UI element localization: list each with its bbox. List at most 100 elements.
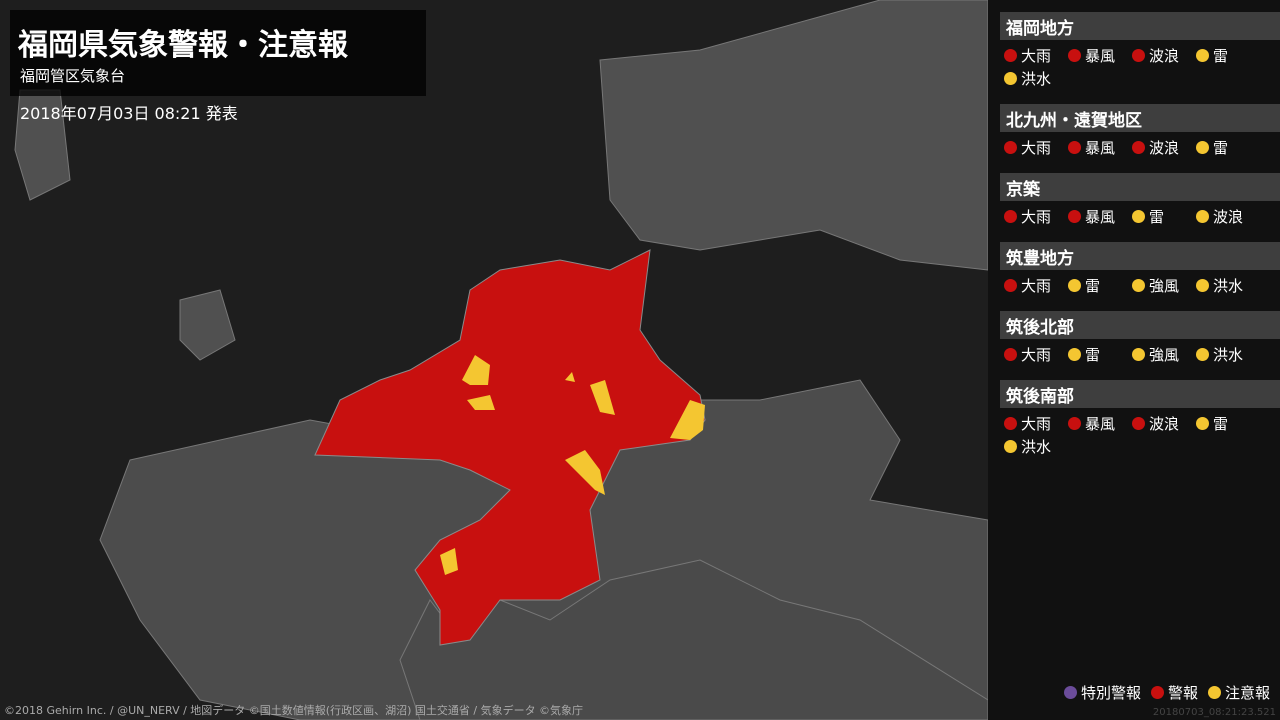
alert-item: 洪水: [1004, 67, 1068, 90]
alert-label: 雷: [1085, 346, 1101, 364]
issued-time: 2018年07月03日 08:21 発表: [20, 104, 238, 123]
alert-dot: [1132, 417, 1145, 430]
region-panel: 福岡地方 大雨 暴風 波浪雷洪水 北九州・遠賀地区 大雨 暴風 波浪雷京築 大雨 暴風雷波浪 筑豊地…: [988, 0, 1280, 720]
alert-label: 特別警報: [1080, 684, 1141, 702]
alert-dot: [1068, 49, 1081, 62]
alert-label: 洪水: [1021, 438, 1052, 456]
alert-label: 洪水: [1021, 70, 1052, 88]
alert-dot: [1004, 49, 1017, 62]
alert-label: 波浪: [1149, 47, 1180, 65]
alert-list: 大雨 雷 強風 洪水: [1000, 339, 1280, 368]
alert-dot: [1132, 279, 1145, 292]
alert-item: 大雨: [1004, 205, 1068, 228]
region-name: 筑後南部: [1000, 380, 1280, 408]
title: 福岡県気象警報・注意報: [18, 28, 348, 63]
alert-dot: [1196, 348, 1209, 361]
alert-label: 大雨: [1021, 208, 1052, 226]
region: 福岡地方大雨 暴風 波浪 雷洪水: [1000, 12, 1280, 92]
alert-dot: [1004, 210, 1017, 223]
region: 北九州・遠賀地区大雨 暴風 波浪 雷: [1000, 104, 1280, 161]
alert-dot: [1068, 210, 1081, 223]
alert-dot: [1196, 210, 1209, 223]
alert-dot: [1196, 417, 1209, 430]
alert-dot: [1063, 686, 1077, 699]
alert-dot: [1004, 141, 1017, 154]
alert-dot: [1150, 686, 1164, 699]
alert-dot: [1068, 141, 1081, 154]
alert-item: 波浪: [1132, 412, 1196, 435]
alert-item: 暴風: [1068, 44, 1132, 67]
alert-dot: [1004, 417, 1017, 430]
alert-item: 雷: [1132, 205, 1196, 228]
alert-dot: [1068, 348, 1081, 361]
alert-dot: [1068, 417, 1081, 430]
alert-label: 暴風: [1085, 139, 1116, 157]
office: 福岡管区気象台: [20, 67, 126, 85]
alert-item: 大雨: [1004, 44, 1068, 67]
alert-list: 大雨 暴風 波浪 雷洪水: [1000, 408, 1280, 460]
region-name: 福岡地方: [1000, 12, 1280, 40]
alert-label: 強風: [1149, 277, 1180, 295]
alert-dot: [1207, 686, 1221, 699]
alert-item: 雷: [1196, 44, 1260, 67]
alert-dot: [1132, 210, 1145, 223]
alert-item: 雷: [1196, 412, 1260, 435]
alert-item: 警報: [1150, 681, 1198, 704]
credits: ©2018 Gehirn Inc. / @UN_NERV / 地図データ ©国土…: [4, 704, 584, 717]
alert-item: 洪水: [1004, 435, 1068, 458]
alert-label: 波浪: [1149, 415, 1180, 433]
alert-list: 大雨 暴風 波浪 雷: [1000, 132, 1280, 161]
alert-label: 大雨: [1021, 47, 1052, 65]
alert-label: 暴風: [1085, 208, 1116, 226]
alert-item: 雷: [1068, 343, 1132, 366]
alert-label: 雷: [1213, 415, 1229, 433]
alert-label: 大雨: [1021, 415, 1052, 433]
alert-label: 雷: [1149, 208, 1165, 226]
alert-label: 警報: [1167, 684, 1198, 702]
alert-list: 大雨 暴風 波浪 雷洪水: [1000, 40, 1280, 92]
alert-label: 暴風: [1085, 47, 1116, 65]
alert-dot: [1004, 440, 1017, 453]
alert-item: 洪水: [1196, 274, 1260, 297]
alert-item: 波浪: [1196, 205, 1260, 228]
alert-item: 強風: [1132, 343, 1196, 366]
alert-dot: [1004, 279, 1017, 292]
alert-item: 暴風: [1068, 205, 1132, 228]
alert-dot: [1004, 348, 1017, 361]
title-box: 福岡県気象警報・注意報 福岡管区気象台: [10, 10, 426, 96]
alert-label: 洪水: [1213, 277, 1244, 295]
alert-dot: [1196, 49, 1209, 62]
alert-label: 洪水: [1213, 346, 1244, 364]
alert-item: 大雨: [1004, 412, 1068, 435]
alert-dot: [1132, 141, 1145, 154]
alert-item: 暴風: [1068, 136, 1132, 159]
alert-dot: [1132, 49, 1145, 62]
region: 筑後北部 大雨 雷 強風 洪水: [1000, 311, 1280, 368]
alert-label: 大雨: [1021, 346, 1052, 364]
alert-item: 暴風: [1068, 412, 1132, 435]
alert-item: 注意報: [1207, 681, 1270, 704]
map: [14, 0, 988, 720]
alert-list: 大雨 暴風 雷 波浪: [1000, 201, 1280, 230]
alert-label: 雷: [1213, 47, 1229, 65]
alert-label: 波浪: [1213, 208, 1244, 226]
alert-label: 雷: [1213, 139, 1229, 157]
alert-dot: [1004, 72, 1017, 85]
alert-item: 波浪: [1132, 136, 1196, 159]
alert-item: 雷: [1196, 136, 1260, 159]
alert-item: 雷: [1068, 274, 1132, 297]
alert-label: 注意報: [1224, 684, 1270, 702]
alert-item: 大雨: [1004, 136, 1068, 159]
region-name: 北九州・遠賀地区: [1000, 104, 1280, 132]
alert-label: 暴風: [1085, 415, 1116, 433]
alert-label: 波浪: [1149, 139, 1180, 157]
region: 筑豊地方 大雨 雷 強風 洪水: [1000, 242, 1280, 299]
timestamp: 20180703_08:21:23.521: [1152, 707, 1276, 718]
region: 京築大雨 暴風 雷 波浪: [1000, 173, 1280, 230]
alert-item: 強風: [1132, 274, 1196, 297]
region-name: 京築: [1000, 173, 1280, 201]
alert-label: 大雨: [1021, 139, 1052, 157]
region-name: 筑豊地方: [1000, 242, 1280, 270]
alert-item: 大雨: [1004, 343, 1068, 366]
